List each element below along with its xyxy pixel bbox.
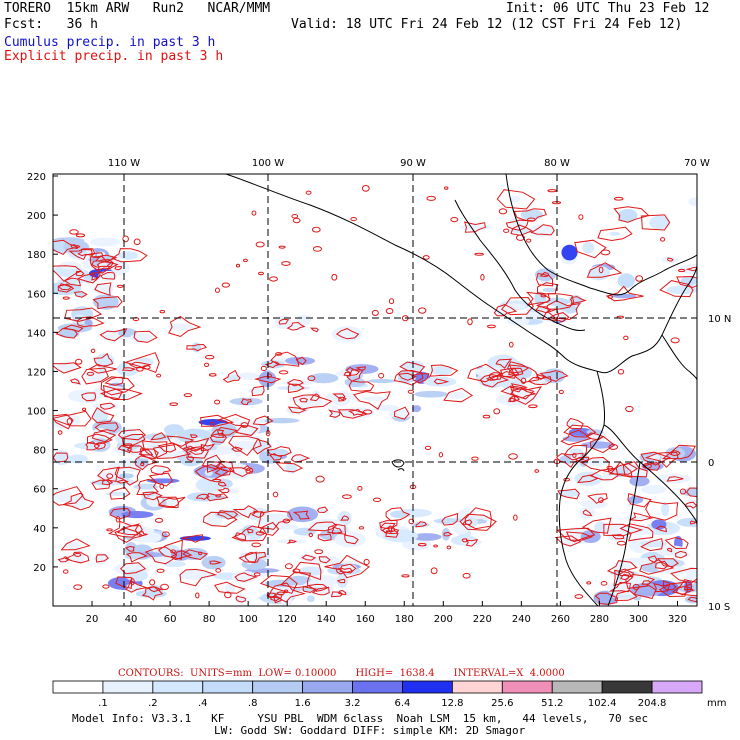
colorbar-label: 6.4 bbox=[395, 698, 411, 709]
bottom-tick-label: 60 bbox=[164, 614, 177, 625]
lon-label-90w: 90 W bbox=[400, 158, 426, 169]
model-info: Model Info: V3.3.1 KF YSU PBL WDM 6class… bbox=[72, 712, 649, 725]
colorbar-label: 3.2 bbox=[345, 698, 361, 709]
colorbar-label: .2 bbox=[148, 698, 158, 709]
bottom-tick-label: 160 bbox=[356, 614, 375, 625]
left-tick-label: 140 bbox=[27, 328, 46, 339]
graticule bbox=[53, 174, 697, 606]
lat-label-10s: 10 S bbox=[708, 602, 730, 613]
bottom-tick-label: 100 bbox=[239, 614, 258, 625]
init-time: Init: 06 UTC Thu 23 Feb 12 bbox=[506, 1, 710, 16]
cumulus-legend: Cumulus precip. in past 3 h bbox=[4, 35, 216, 50]
left-grid-ticks: 220 200 180 160 140 120 100 80 60 40 20 bbox=[27, 172, 46, 574]
left-tick-label: 100 bbox=[27, 407, 46, 418]
colorbar-swatch bbox=[252, 680, 304, 694]
colorbar-unit: mm bbox=[707, 698, 726, 709]
lat-label-10n: 10 N bbox=[708, 314, 731, 325]
left-tick-label: 120 bbox=[27, 367, 46, 378]
lon-label-70w: 70 W bbox=[684, 158, 710, 169]
left-tick-label: 40 bbox=[33, 524, 46, 535]
coastlines bbox=[225, 174, 697, 606]
colorbar-swatch bbox=[102, 680, 154, 694]
colorbar-label: 51.2 bbox=[541, 698, 563, 709]
colorbar-label: .4 bbox=[198, 698, 208, 709]
contours-info: CONTOURS: UNITS=mm LOW= 0.10000 HIGH= 16… bbox=[118, 668, 565, 679]
colorbar-swatch bbox=[501, 680, 553, 694]
colorbar-swatch bbox=[202, 680, 254, 694]
bottom-tick-label: 240 bbox=[512, 614, 531, 625]
colorbar-swatch bbox=[551, 680, 603, 694]
bottom-tick-label: 260 bbox=[551, 614, 570, 625]
bottom-tick-label: 80 bbox=[203, 614, 216, 625]
colorbar-label: 12.8 bbox=[441, 698, 463, 709]
map-frame bbox=[52, 173, 698, 607]
colorbar-label: 102.4 bbox=[588, 698, 617, 709]
bottom-tick-label: 140 bbox=[317, 614, 336, 625]
explicit-precip-contours bbox=[53, 184, 697, 605]
colorbar-swatch bbox=[402, 680, 453, 694]
bottom-tick-label: 320 bbox=[668, 614, 687, 625]
colorbar-swatch bbox=[451, 680, 503, 694]
valid-time: Valid: 18 UTC Fri 24 Feb 12 (12 CST Fri … bbox=[291, 17, 683, 32]
model-title: TORERO 15km ARW Run2 NCAR/MMM bbox=[4, 1, 271, 16]
bottom-grid-ticks: 20 40 60 80 100 120 140 160 180 200 220 240 260 280 30… bbox=[86, 614, 687, 625]
explicit-legend: Explicit precip. in past 3 h bbox=[4, 49, 224, 64]
colorbar-swatch bbox=[651, 680, 703, 694]
lon-label-110w: 110 W bbox=[108, 158, 140, 169]
left-tick-label: 80 bbox=[33, 446, 46, 457]
physics-info: LW: Godd SW: Goddard DIFF: simple KM: 2D… bbox=[214, 724, 526, 737]
left-tick-label: 200 bbox=[27, 211, 46, 222]
colorbar-swatch bbox=[352, 680, 403, 694]
lon-label-80w: 80 W bbox=[544, 158, 570, 169]
colorbar-swatch bbox=[601, 680, 653, 694]
colorbar-swatch bbox=[152, 680, 204, 694]
colorbar-label: 204.8 bbox=[638, 698, 667, 709]
right-axis-labels: 10 N 0 10 S bbox=[708, 314, 731, 613]
colorbar-swatch bbox=[302, 680, 353, 694]
left-tick-label: 60 bbox=[33, 485, 46, 496]
bottom-tick-label: 40 bbox=[125, 614, 138, 625]
map-area bbox=[53, 174, 697, 606]
bottom-tick-label: 20 bbox=[86, 614, 99, 625]
forecast-hour: Fcst: 36 h bbox=[4, 17, 98, 32]
bottom-tick-label: 220 bbox=[473, 614, 492, 625]
colorbar-label: .8 bbox=[248, 698, 258, 709]
lat-label-0: 0 bbox=[708, 458, 714, 469]
bottom-tick-label: 300 bbox=[629, 614, 648, 625]
left-tick-label: 20 bbox=[33, 563, 46, 574]
bottom-tick-label: 180 bbox=[395, 614, 414, 625]
bottom-tick-label: 200 bbox=[434, 614, 453, 625]
left-tick-label: 160 bbox=[27, 289, 46, 300]
lon-label-100w: 100 W bbox=[252, 158, 284, 169]
colorbar-label: 25.6 bbox=[491, 698, 513, 709]
colorbar: .1 .2 .4 .8 1.6 3.2 6.4 12.8 25.6 51.2 102.4 204.8 bbox=[52, 680, 703, 709]
top-axis-labels: 110 W 100 W 90 W 80 W 70 W bbox=[108, 158, 710, 169]
bottom-tick-label: 120 bbox=[278, 614, 297, 625]
bottom-tick-label: 280 bbox=[590, 614, 609, 625]
colorbar-label: .1 bbox=[98, 698, 108, 709]
colorbar-label: 1.6 bbox=[295, 698, 311, 709]
left-tick-label: 220 bbox=[27, 172, 46, 183]
left-tick-label: 180 bbox=[27, 250, 46, 261]
colorbar-swatch bbox=[52, 680, 104, 694]
